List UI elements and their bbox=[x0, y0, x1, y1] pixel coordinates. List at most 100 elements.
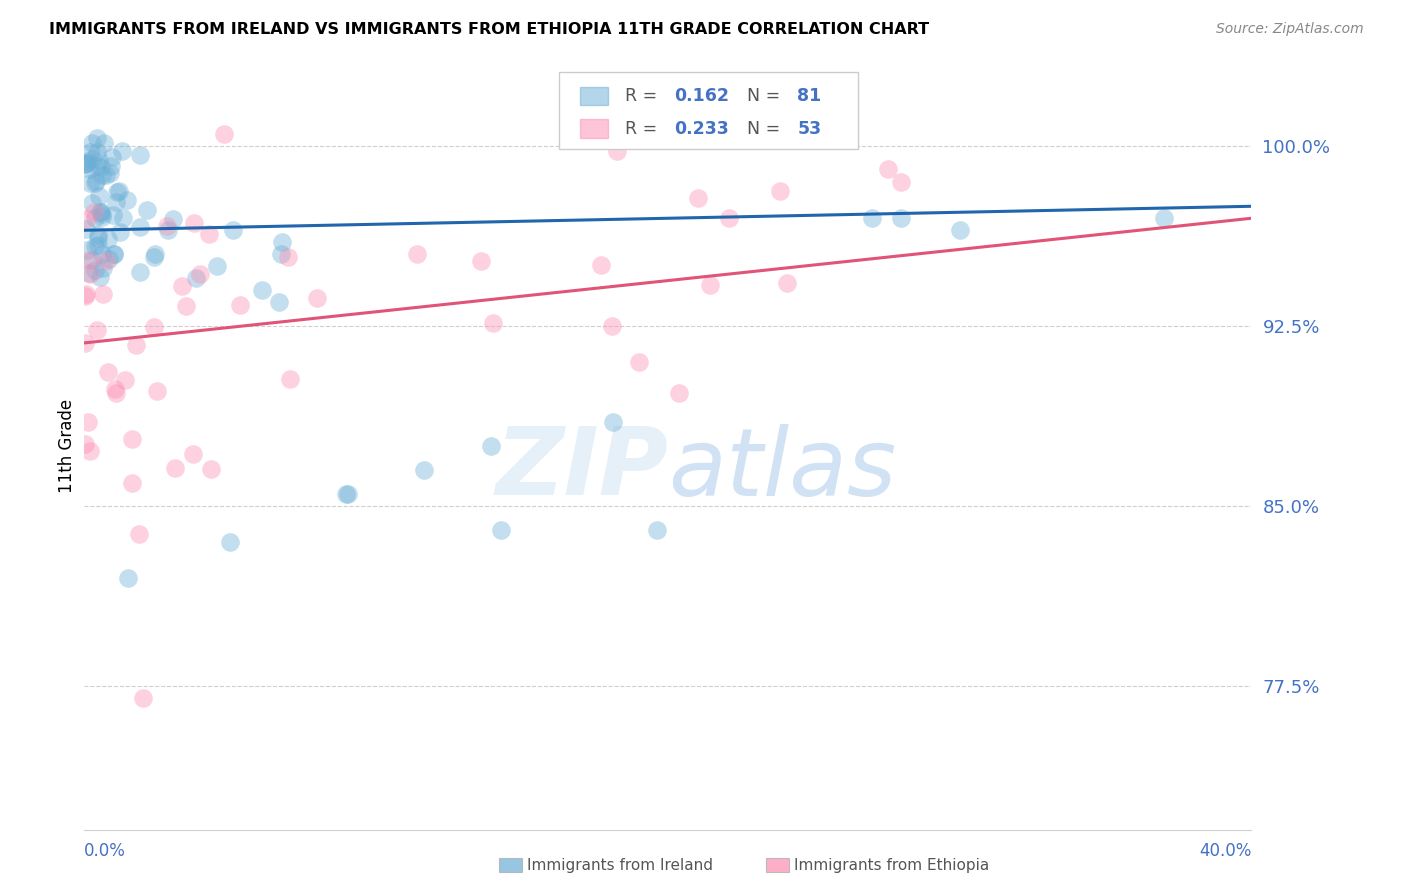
Point bbox=[75, 156, 97, 170]
Point bbox=[606, 145, 628, 159]
Point bbox=[876, 162, 898, 177]
Point bbox=[117, 571, 139, 585]
Point bbox=[75, 335, 97, 350]
Point bbox=[100, 159, 122, 173]
Point bbox=[860, 211, 883, 226]
Text: 0.0%: 0.0% bbox=[84, 841, 127, 860]
Text: atlas: atlas bbox=[668, 424, 896, 515]
Point bbox=[212, 128, 235, 142]
Text: 40.0%: 40.0% bbox=[1199, 841, 1251, 860]
Point bbox=[86, 131, 108, 145]
Point bbox=[145, 384, 167, 399]
Point bbox=[98, 252, 121, 267]
Point bbox=[87, 227, 110, 242]
Text: Source: ZipAtlas.com: Source: ZipAtlas.com bbox=[1216, 22, 1364, 37]
Point bbox=[103, 208, 125, 222]
Point bbox=[222, 223, 245, 237]
Text: N =: N = bbox=[735, 87, 786, 105]
Point bbox=[121, 475, 143, 490]
Point bbox=[111, 144, 134, 158]
Point bbox=[103, 247, 125, 261]
Point bbox=[305, 291, 328, 305]
FancyBboxPatch shape bbox=[560, 71, 858, 149]
Point bbox=[143, 250, 166, 264]
Point bbox=[89, 204, 111, 219]
Point bbox=[337, 487, 360, 501]
Point bbox=[103, 247, 125, 261]
Point bbox=[668, 386, 690, 401]
Point bbox=[75, 221, 97, 235]
Point bbox=[769, 184, 792, 198]
Point bbox=[104, 382, 127, 396]
Point bbox=[121, 433, 143, 447]
Point bbox=[219, 534, 242, 549]
Point bbox=[82, 152, 104, 166]
Point bbox=[107, 184, 129, 198]
Point bbox=[271, 235, 294, 250]
Point bbox=[104, 194, 127, 209]
Text: Immigrants from Ethiopia: Immigrants from Ethiopia bbox=[794, 858, 990, 872]
Text: N =: N = bbox=[735, 120, 786, 137]
Point bbox=[87, 153, 110, 167]
Point bbox=[132, 690, 155, 705]
Point bbox=[83, 205, 105, 219]
Point bbox=[186, 271, 208, 285]
Point bbox=[87, 238, 110, 252]
Point bbox=[79, 161, 101, 176]
Point bbox=[75, 156, 97, 170]
Point bbox=[79, 267, 101, 281]
Point bbox=[170, 279, 193, 293]
Point bbox=[90, 210, 112, 224]
Point bbox=[86, 323, 108, 337]
Point bbox=[94, 253, 117, 268]
Point bbox=[105, 185, 128, 199]
Point bbox=[278, 371, 301, 385]
Point bbox=[200, 462, 222, 476]
Point bbox=[125, 338, 148, 352]
FancyBboxPatch shape bbox=[581, 120, 609, 138]
Point bbox=[89, 270, 111, 285]
Point bbox=[250, 283, 273, 297]
Point bbox=[776, 277, 799, 291]
Point bbox=[80, 252, 103, 267]
Point bbox=[90, 160, 112, 174]
Y-axis label: 11th Grade: 11th Grade bbox=[58, 399, 76, 493]
Point bbox=[79, 145, 101, 160]
Point bbox=[890, 211, 912, 226]
Point bbox=[156, 223, 179, 237]
Point bbox=[75, 212, 97, 227]
Point bbox=[699, 277, 721, 292]
Point bbox=[162, 211, 184, 226]
Text: 81: 81 bbox=[797, 87, 821, 105]
Point bbox=[129, 219, 152, 234]
Text: R =: R = bbox=[624, 120, 662, 137]
Point bbox=[73, 289, 96, 303]
Point bbox=[718, 211, 741, 225]
Text: R =: R = bbox=[624, 87, 662, 105]
Point bbox=[197, 227, 219, 241]
Point bbox=[143, 247, 166, 261]
Point bbox=[77, 253, 100, 268]
Point bbox=[890, 175, 912, 189]
Point bbox=[188, 267, 211, 281]
Point bbox=[79, 177, 101, 191]
Point bbox=[181, 447, 204, 461]
Point bbox=[645, 523, 668, 537]
Text: IMMIGRANTS FROM IRELAND VS IMMIGRANTS FROM ETHIOPIA 11TH GRADE CORRELATION CHART: IMMIGRANTS FROM IRELAND VS IMMIGRANTS FR… bbox=[49, 22, 929, 37]
Point bbox=[115, 194, 138, 208]
Point bbox=[84, 211, 107, 225]
Point bbox=[90, 168, 112, 182]
Point bbox=[207, 259, 229, 273]
Text: ZIP: ZIP bbox=[495, 423, 668, 515]
Point bbox=[82, 136, 104, 150]
Point bbox=[90, 205, 112, 219]
Point bbox=[84, 174, 107, 188]
Point bbox=[267, 295, 290, 310]
Point bbox=[97, 232, 120, 246]
Point bbox=[949, 223, 972, 237]
Point bbox=[93, 136, 115, 150]
Point bbox=[1153, 211, 1175, 226]
Point bbox=[87, 231, 110, 245]
Point bbox=[489, 523, 512, 537]
Text: 0.233: 0.233 bbox=[673, 120, 728, 137]
